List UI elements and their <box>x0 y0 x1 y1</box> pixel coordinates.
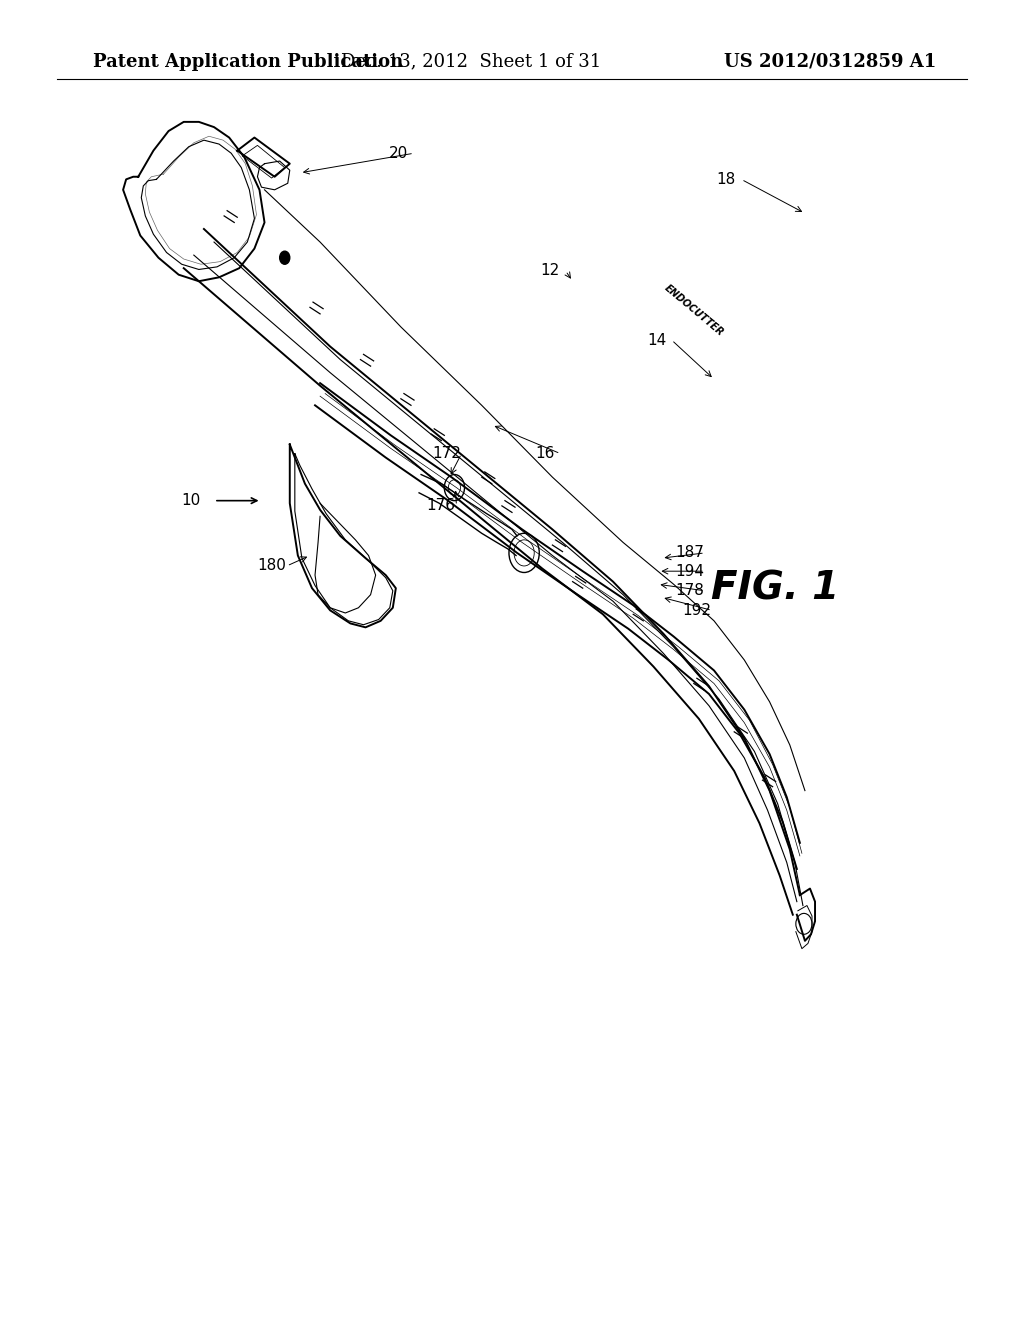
Text: 18: 18 <box>717 172 736 187</box>
Text: 192: 192 <box>682 603 712 618</box>
Text: 12: 12 <box>541 263 560 279</box>
Text: 172: 172 <box>432 446 461 461</box>
Text: FIG. 1: FIG. 1 <box>711 569 839 607</box>
Text: US 2012/0312859 A1: US 2012/0312859 A1 <box>724 53 936 71</box>
Text: 10: 10 <box>181 494 201 508</box>
Text: 176: 176 <box>427 499 456 513</box>
Text: 178: 178 <box>676 583 705 598</box>
Text: 194: 194 <box>675 564 705 578</box>
Text: 20: 20 <box>389 145 409 161</box>
Text: Patent Application Publication: Patent Application Publication <box>93 53 403 71</box>
Text: Dec. 13, 2012  Sheet 1 of 31: Dec. 13, 2012 Sheet 1 of 31 <box>341 53 602 71</box>
Circle shape <box>280 251 290 264</box>
Text: 16: 16 <box>536 446 555 461</box>
Text: 180: 180 <box>257 558 286 573</box>
Text: 14: 14 <box>647 333 666 347</box>
Text: ENDOCUTTER: ENDOCUTTER <box>663 282 725 338</box>
Text: 187: 187 <box>676 545 705 561</box>
